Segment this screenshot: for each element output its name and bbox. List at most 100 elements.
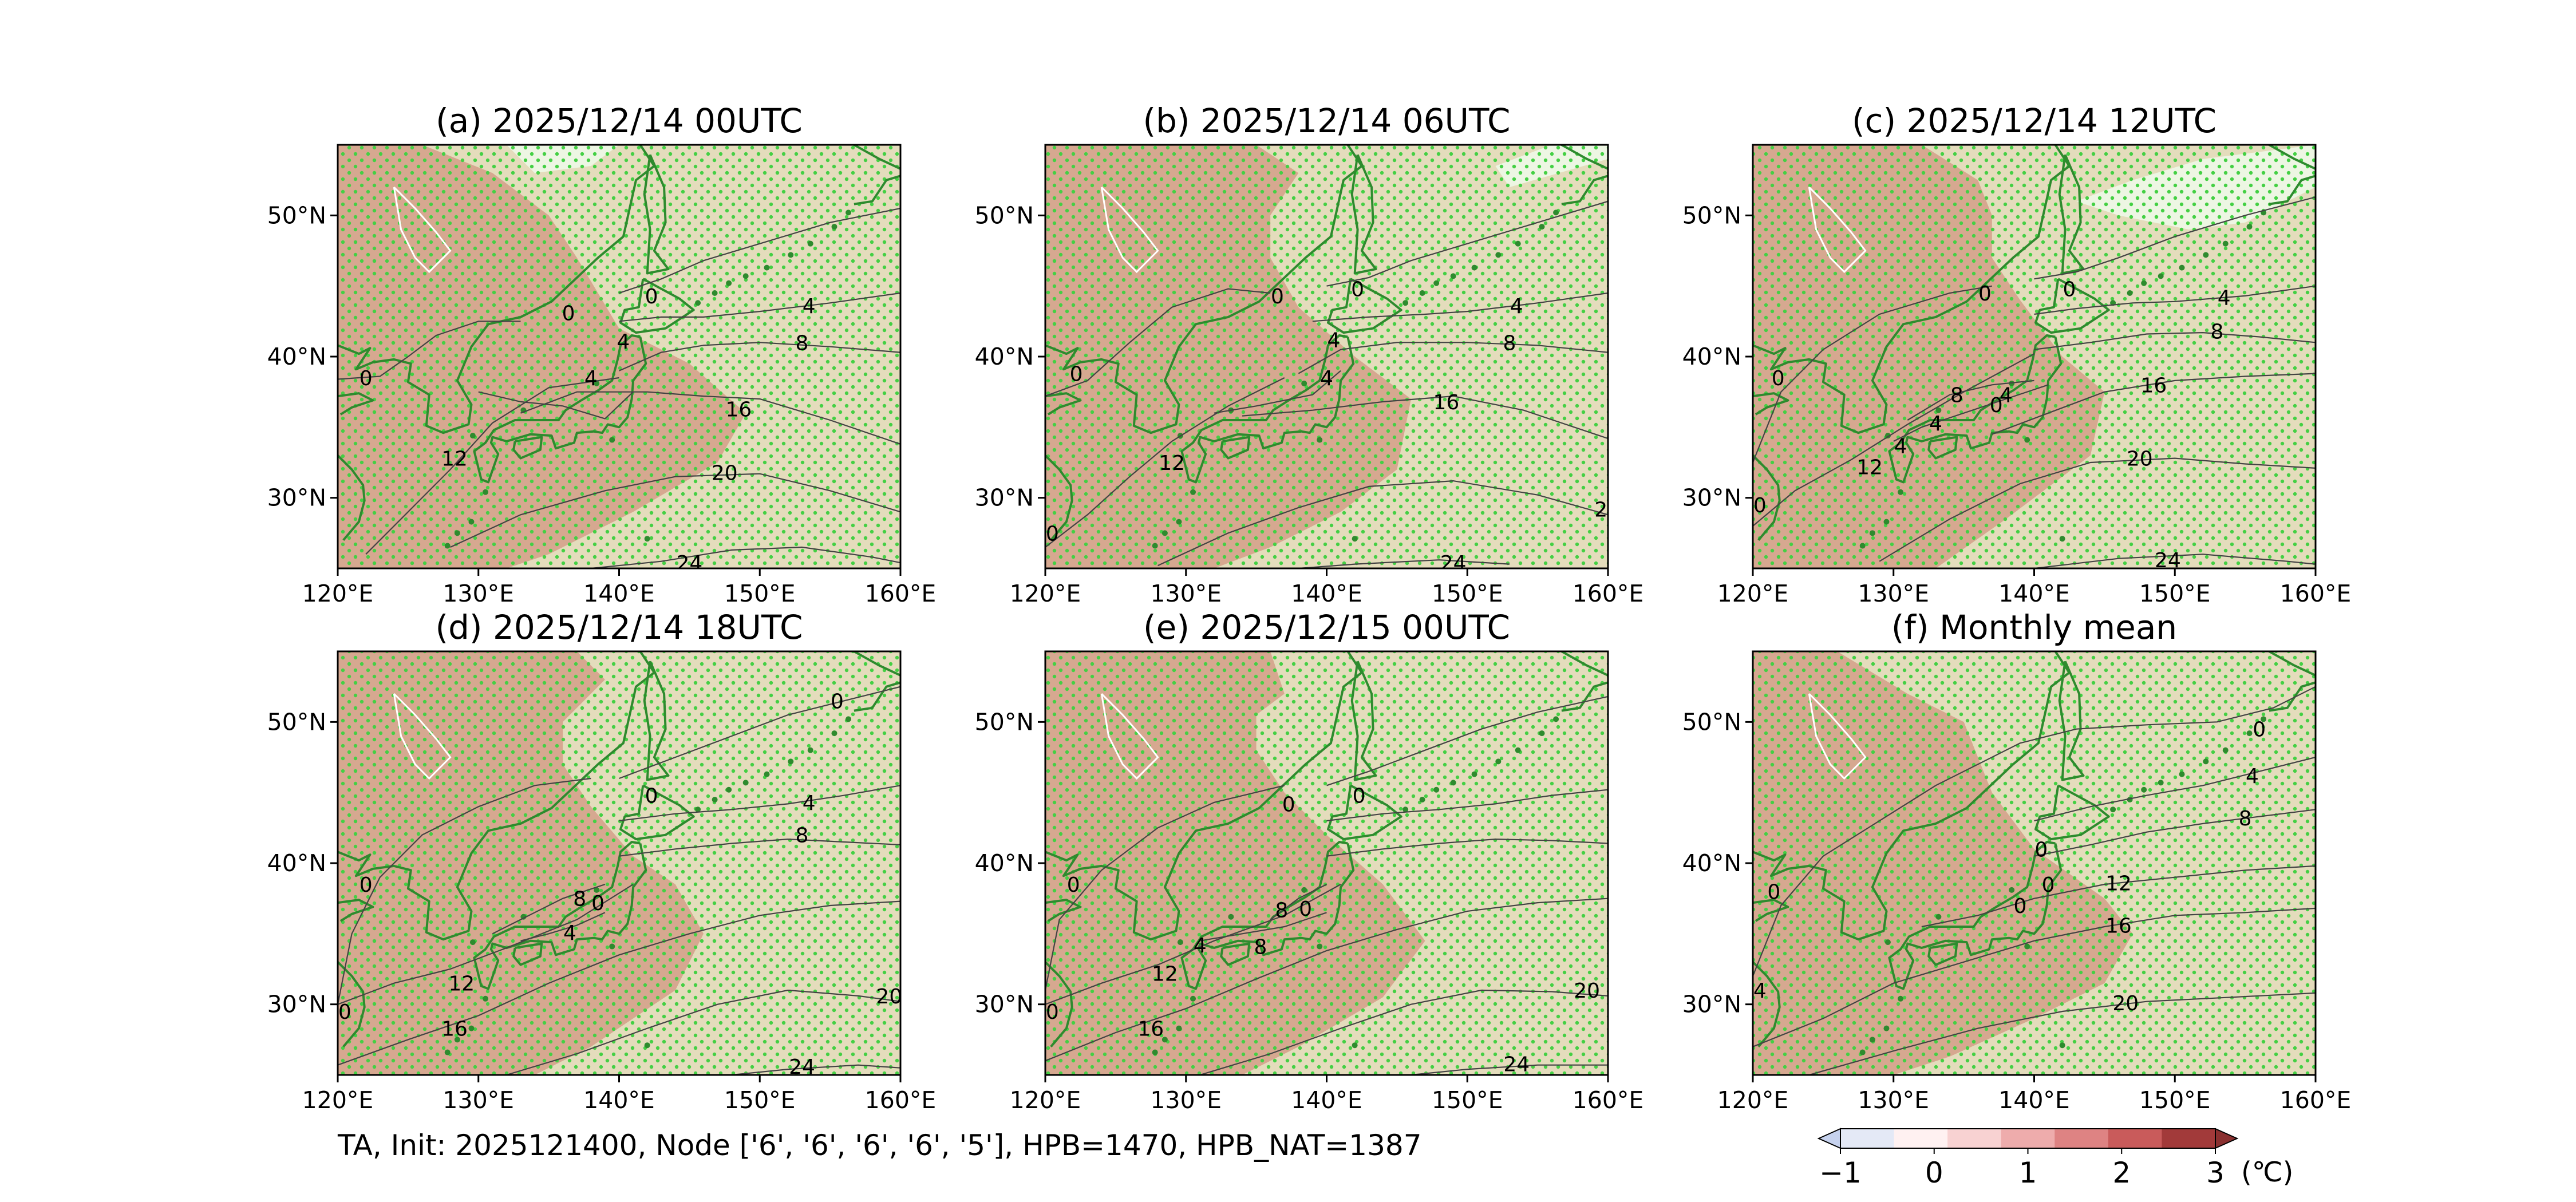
coastline	[852, 145, 900, 170]
coastline	[512, 942, 543, 966]
island	[1301, 380, 1307, 386]
temperature-contour-4	[1326, 789, 1608, 822]
contour-label: 20	[876, 985, 902, 1009]
lon-tick-label: 150°E	[2139, 1086, 2211, 1114]
coastline	[2269, 175, 2316, 205]
island	[454, 530, 460, 536]
colorbar-tick-label: 2	[2112, 1156, 2131, 1189]
temperature-contour-0	[1326, 695, 1608, 786]
lat-tick-label: 40°N	[1682, 849, 1741, 877]
contour-label: 4	[1894, 434, 1907, 458]
coastline	[1888, 841, 2063, 990]
contour-label: 16	[1433, 391, 1459, 414]
coastline	[1220, 436, 1251, 460]
lon-tick-label: 150°E	[724, 1086, 796, 1114]
contour-label: 4	[803, 792, 816, 815]
coastline	[1753, 145, 2071, 434]
footer-caption: TA, Init: 2025121400, Node ['6', '6', '6…	[338, 1129, 1422, 1162]
island	[1869, 1037, 1875, 1043]
temperature-contour-8	[2034, 331, 2316, 350]
lon-tick-label: 130°E	[1150, 580, 1222, 607]
island	[1402, 806, 1409, 813]
map-panel: 0 0 0 0 4 8 4 4 16 12 2 24 (b) 2025/12/14 06UTC 120°E…	[975, 101, 1644, 607]
coastline	[512, 436, 543, 460]
island	[1317, 437, 1323, 443]
island	[1859, 543, 1866, 549]
contour-label: 20	[2127, 448, 2153, 471]
contour-label: 0	[2253, 718, 2266, 742]
temperature-contour-24	[591, 546, 900, 568]
temperature-contour-8	[1326, 838, 1608, 857]
contour-label: 4	[1510, 295, 1523, 318]
contour-label: 4	[1320, 367, 1333, 390]
island	[2009, 887, 2015, 893]
contour-label: 16	[1137, 1018, 1164, 1041]
contour-label: 0	[562, 302, 575, 326]
temperature-contour-0	[2034, 196, 2316, 280]
contour-label: 12	[1159, 452, 1185, 475]
lat-tick-label: 30°N	[267, 484, 326, 512]
coastline	[1045, 899, 1082, 922]
contour-label: 4	[1929, 412, 1942, 436]
coastline	[1220, 942, 1251, 966]
island	[2222, 747, 2229, 753]
island	[1471, 264, 1477, 271]
island	[2179, 264, 2185, 271]
temperature-contour-0	[338, 777, 591, 1005]
island	[1539, 224, 1545, 230]
contour-label: 0	[1351, 278, 1364, 302]
temperature-contour-4	[2034, 285, 2316, 315]
island	[742, 273, 749, 279]
island	[1883, 1025, 1890, 1031]
island	[712, 290, 718, 296]
contour-label: 0	[591, 892, 605, 915]
coastline	[854, 681, 900, 712]
coastline	[1045, 392, 1082, 416]
map-body: 0 0 0 0 4 8 4 4 16 12 2 24	[1045, 145, 1608, 568]
temperature-contour-20	[1199, 989, 1608, 1075]
lon-tick-label: 150°E	[1432, 580, 1503, 607]
island	[807, 747, 813, 753]
island	[846, 209, 852, 216]
island	[1228, 914, 1234, 920]
island	[1883, 519, 1890, 525]
contour-label: 0	[645, 785, 658, 808]
lon-tick-label: 140°E	[1998, 1086, 2070, 1114]
temperature-contour-0	[619, 207, 900, 294]
contour-label: 24	[2155, 549, 2181, 572]
contour-label: 4	[617, 330, 630, 354]
lat-tick-label: 40°N	[267, 343, 326, 370]
contour-label: 8	[796, 331, 809, 355]
lon-tick-label: 160°E	[2280, 1086, 2352, 1114]
lon-tick-label: 160°E	[1573, 1086, 1644, 1114]
contour-label: 12	[448, 972, 475, 996]
temperature-contour-12	[1921, 865, 2316, 928]
island	[644, 536, 650, 542]
panel-title: (c) 2025/12/14 12UTC	[1852, 101, 2217, 140]
contour-label: 4	[1194, 934, 1207, 958]
island	[764, 264, 770, 271]
island	[1176, 519, 1182, 525]
island	[1553, 716, 1559, 722]
lon-tick-label: 150°E	[724, 580, 796, 607]
temperature-contour-8	[2034, 809, 2316, 857]
island	[1935, 407, 1942, 413]
colorbar-segment	[2108, 1129, 2162, 1148]
contour-label: 20	[2112, 992, 2139, 1015]
island	[2059, 536, 2065, 542]
island	[831, 730, 837, 737]
contour-label: 4	[1753, 979, 1767, 1003]
island	[764, 771, 770, 777]
island	[2179, 771, 2185, 777]
island	[644, 1042, 650, 1049]
coastline	[1045, 145, 1363, 434]
temperature-contour-8	[619, 838, 900, 857]
contour-label: 24	[676, 552, 702, 575]
temperature-contour-16	[1992, 373, 2316, 435]
lon-tick-label: 120°E	[1717, 580, 1789, 607]
lon-tick-label: 140°E	[583, 580, 655, 607]
colorbar: −1 0 1 2 3 (℃)	[1817, 1128, 2293, 1189]
anomaly-zero-outline	[1100, 693, 1159, 780]
island	[1352, 1042, 1358, 1049]
